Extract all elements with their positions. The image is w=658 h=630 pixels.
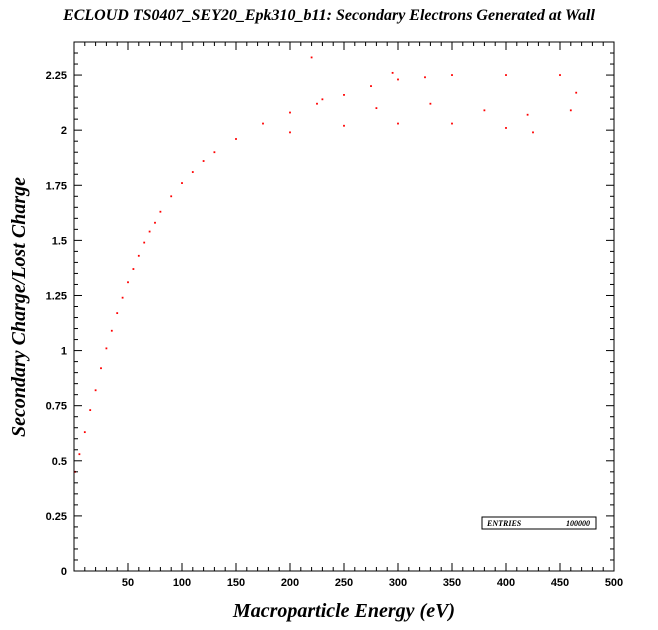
data-point [451,74,453,76]
data-point [343,94,345,96]
data-point [116,312,119,315]
y-axis-ticks: 0 0.25 0.5 0.75 1 1.25 1.5 1.75 2 2.25 [46,52,614,578]
data-points [74,56,578,473]
data-point [170,195,173,198]
x-axis-ticks: 50 100 150 200 250 300 350 400 450 500 [84,42,623,589]
data-point [526,113,529,116]
data-point [181,182,183,184]
x-tick-label: 350 [443,577,461,589]
y-tick-label: 1 [61,346,67,358]
x-tick-label: 400 [497,577,515,589]
x-tick-label: 200 [281,577,299,589]
data-point [375,107,378,110]
data-point [110,329,113,332]
data-point [343,124,345,127]
data-point [483,109,486,112]
data-point [78,453,81,456]
data-point [429,102,432,105]
stats-box: ENTRIES 100000 [481,516,597,530]
data-point [310,56,313,59]
x-tick-label: 100 [173,577,191,589]
data-point [391,71,394,74]
data-point [143,241,146,244]
stats-entries-value: 100000 [566,519,590,528]
y-tick-label: 1.75 [46,180,67,192]
data-point [505,127,507,129]
data-point [316,102,318,105]
y-tick-label: 1.5 [52,235,67,247]
data-point [94,389,97,392]
data-point [235,138,237,140]
data-point [105,347,108,350]
y-tick-label: 1.25 [46,290,67,302]
data-point [137,254,140,257]
data-point [370,85,372,87]
y-tick-label: 0.75 [46,401,67,413]
data-point [559,74,561,76]
stats-entries-label: ENTRIES [486,519,522,528]
data-point [83,431,86,434]
y-tick-label: 2.25 [46,70,67,82]
data-point [397,122,399,125]
data-point [397,78,399,81]
data-point [127,281,129,284]
y-tick-label: 0 [61,566,67,578]
data-point [100,367,102,370]
data-point [202,160,205,162]
x-tick-label: 450 [551,577,569,589]
data-point [262,122,264,125]
data-point [89,409,92,411]
y-axis-label: Secondary Charge/Lost Charge [8,177,30,437]
x-tick-label: 50 [122,577,134,589]
data-point [154,221,156,224]
data-point [132,268,135,270]
data-point [424,76,426,79]
x-tick-label: 300 [389,577,407,589]
data-point [289,111,291,114]
y-tick-label: 0.25 [46,511,67,523]
x-tick-label: 500 [605,577,623,589]
data-point [191,171,194,173]
data-point [505,74,507,76]
data-point [213,151,216,154]
plot-frame [73,41,615,572]
data-point [575,91,578,94]
data-point [289,131,291,134]
y-tick-label: 0.5 [52,456,67,468]
x-tick-label: 150 [227,577,245,589]
data-point [121,296,124,299]
x-axis-label: Macroparticle Energy (eV) [232,600,455,622]
data-point [159,210,162,213]
data-point [321,98,324,101]
chart-title: ECLOUD TS0407_SEY20_Epk310_b11: Secondar… [62,7,595,24]
data-point [451,122,453,125]
data-point [532,131,534,134]
x-tick-label: 250 [335,577,353,589]
data-point [148,230,151,233]
y-tick-label: 2 [61,125,67,137]
stats-box-frame [481,516,597,530]
data-point [569,109,572,112]
